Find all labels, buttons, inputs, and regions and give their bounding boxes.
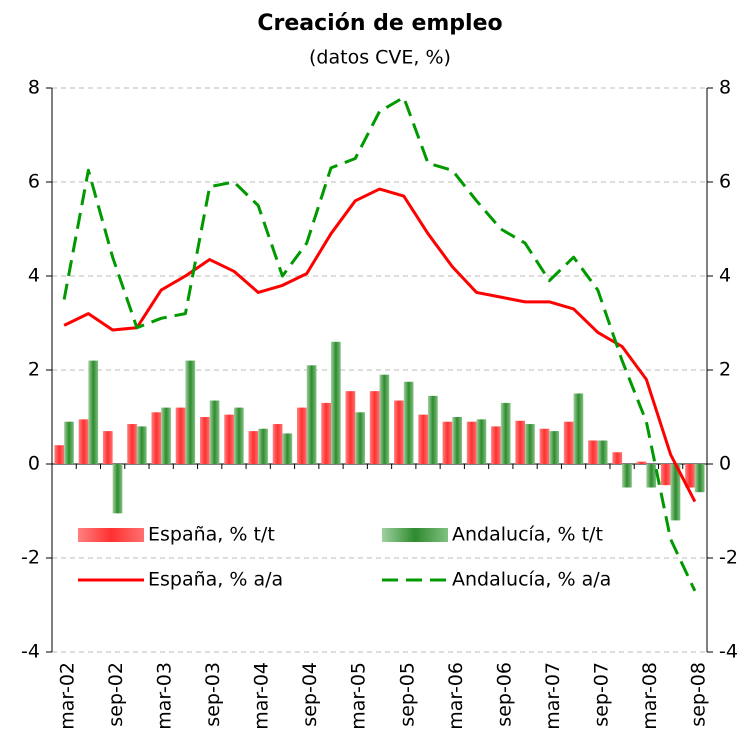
- bar: [258, 428, 268, 464]
- bar: [272, 424, 283, 464]
- bar: [452, 417, 462, 464]
- bar: [297, 407, 307, 464]
- legend-swatch: [382, 528, 448, 542]
- bar: [379, 374, 390, 464]
- x-tick-label: sep-07: [590, 662, 612, 727]
- x-tick-label: sep-02: [105, 662, 127, 727]
- bar: [127, 424, 137, 464]
- bar: [685, 464, 695, 488]
- bar: [612, 452, 623, 464]
- bar: [233, 407, 244, 464]
- bar: [403, 381, 414, 464]
- bar: [248, 431, 259, 464]
- bar: [428, 395, 438, 464]
- x-tick-label: mar-05: [348, 662, 370, 730]
- bar: [209, 400, 220, 464]
- bar: [175, 407, 186, 464]
- bar: [588, 440, 598, 464]
- bar: [355, 412, 365, 464]
- bar: [78, 419, 89, 464]
- bar: [418, 414, 429, 464]
- y-tick-label: 6: [28, 171, 40, 193]
- x-tick-label: mar-08: [639, 662, 661, 730]
- chart-subtitle: (datos CVE, %): [309, 47, 451, 69]
- bar: [151, 412, 162, 464]
- bar: [88, 360, 99, 464]
- bar: [102, 431, 113, 464]
- bar: [64, 421, 74, 464]
- bar: [466, 421, 477, 464]
- legend-label: España, % t/t: [148, 524, 275, 546]
- bar: [491, 426, 501, 464]
- x-tick-label: sep-03: [202, 662, 224, 727]
- y2-tick-label: -4: [719, 641, 738, 663]
- bar: [636, 461, 647, 464]
- y-tick-label: 2: [28, 359, 40, 381]
- bar: [330, 341, 341, 464]
- bar: [573, 393, 584, 464]
- bar: [185, 360, 196, 464]
- legend-label: Andalucía, % a/a: [452, 569, 611, 591]
- bar: [539, 428, 550, 464]
- y2-tick-label: -2: [719, 547, 738, 569]
- legend-label: Andalucía, % t/t: [452, 524, 603, 546]
- bar: [199, 417, 210, 464]
- x-tick-label: mar-03: [154, 662, 176, 730]
- chart-title: Creación de empleo: [257, 11, 502, 36]
- x-tick-label: sep-05: [396, 662, 418, 727]
- x-tick-label: mar-04: [251, 662, 273, 730]
- bar: [646, 464, 657, 488]
- bar: [515, 420, 526, 464]
- bar: [694, 464, 705, 493]
- bar: [549, 431, 560, 464]
- bar: [442, 421, 453, 464]
- x-tick-label: sep-06: [493, 662, 515, 727]
- y2-tick-label: 4: [719, 265, 731, 287]
- line: [62, 95, 697, 592]
- line: [63, 187, 697, 503]
- bar: [476, 419, 487, 464]
- x-tick-label: sep-08: [687, 662, 709, 727]
- bar: [500, 402, 511, 464]
- bar: [306, 365, 317, 464]
- x-tick-label: mar-02: [57, 662, 79, 730]
- bar: [282, 433, 293, 464]
- bar: [161, 407, 171, 464]
- y2-tick-label: 6: [719, 171, 731, 193]
- y-tick-label: -2: [21, 547, 40, 569]
- y-tick-label: 8: [28, 77, 40, 99]
- bar: [54, 445, 65, 464]
- bar: [136, 426, 147, 464]
- y2-tick-label: 8: [719, 77, 731, 99]
- y2-tick-label: 2: [719, 359, 731, 381]
- bar: [112, 464, 123, 514]
- bar: [224, 414, 234, 464]
- legend-label: España, % a/a: [148, 569, 283, 591]
- legend-swatch: [78, 528, 144, 542]
- y-tick-label: 4: [28, 265, 40, 287]
- y-tick-label: -4: [21, 641, 40, 663]
- x-tick-label: mar-06: [445, 662, 467, 730]
- x-tick-label: mar-07: [542, 662, 564, 730]
- bar: [345, 391, 356, 464]
- bar: [597, 440, 608, 464]
- bar: [525, 424, 535, 464]
- bar: [394, 400, 404, 464]
- bar: [660, 464, 671, 486]
- bar: [622, 464, 632, 488]
- y2-tick-label: 0: [719, 453, 731, 475]
- bar: [670, 464, 681, 521]
- y-tick-label: 0: [28, 453, 40, 475]
- bar: [321, 402, 331, 464]
- x-tick-label: sep-04: [299, 662, 321, 727]
- bar: [563, 421, 574, 464]
- bar: [369, 391, 380, 464]
